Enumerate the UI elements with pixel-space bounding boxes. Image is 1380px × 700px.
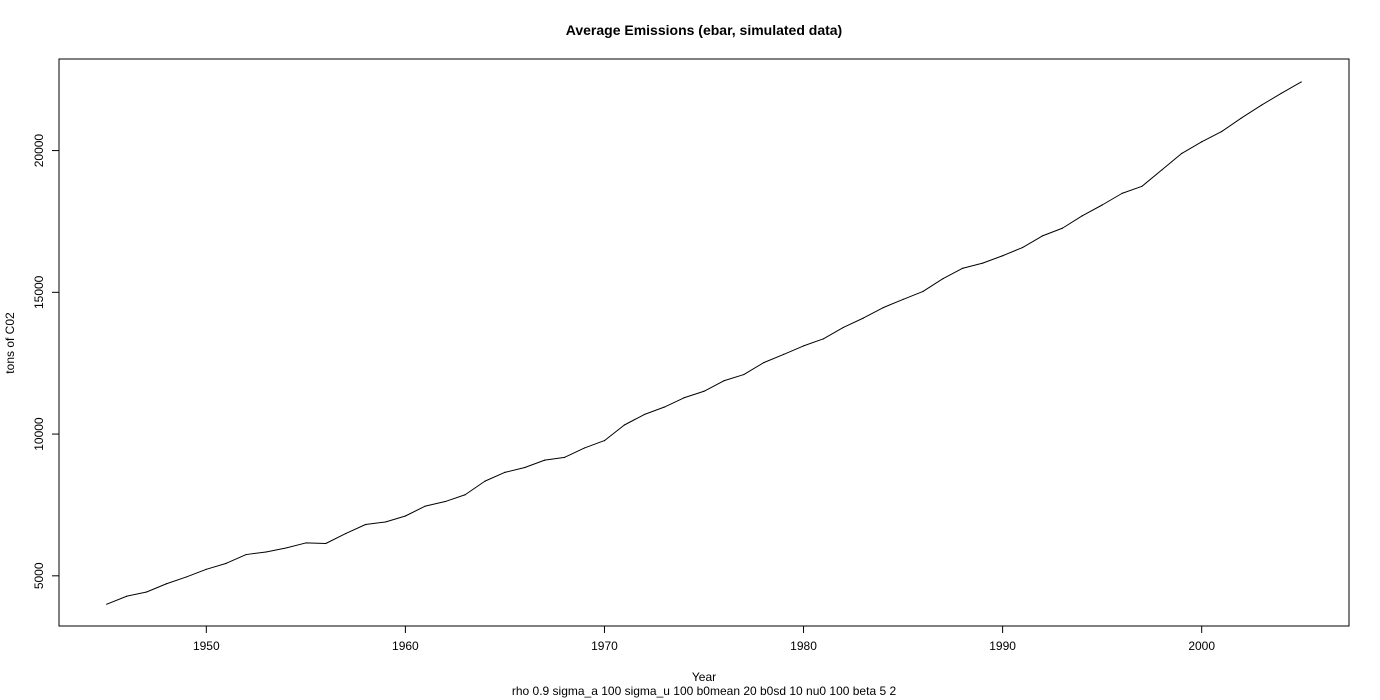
chart-title: Average Emissions (ebar, simulated data)	[566, 22, 842, 38]
x-tick-label: 1960	[392, 639, 419, 653]
x-tick-label: 1980	[790, 639, 817, 653]
data-point	[185, 576, 188, 578]
data-point	[384, 521, 387, 523]
x-axis: 1950 1960 1970 1980 1990 2000	[193, 625, 1215, 653]
data-point	[345, 532, 347, 535]
data-point	[1300, 81, 1302, 83]
x-tick-label: 1970	[591, 639, 618, 653]
data-point	[126, 595, 128, 597]
x-tick-label: 1990	[989, 639, 1016, 653]
data-point	[1021, 246, 1024, 249]
data-point	[205, 568, 207, 570]
data-point	[106, 603, 108, 605]
chart-subtitle: rho 0.9 sigma_a 100 sigma_u 100 b0mean 2…	[512, 684, 897, 698]
data-point	[743, 373, 745, 376]
data-point	[1002, 255, 1004, 257]
data-point	[564, 456, 566, 458]
data-point	[364, 523, 367, 526]
data-point	[1041, 235, 1044, 237]
y-tick-label: 10000	[32, 417, 46, 451]
data-point	[484, 480, 486, 482]
data-point	[1061, 227, 1063, 229]
data-point	[783, 353, 785, 356]
data-point	[822, 338, 825, 340]
data-point	[902, 298, 904, 301]
data-point	[1121, 192, 1123, 194]
data-point	[982, 262, 984, 264]
y-axis-label: tons of C02	[3, 312, 17, 374]
data-point	[464, 494, 466, 496]
data-point	[325, 542, 327, 545]
data-point	[962, 267, 964, 269]
data-point	[145, 591, 148, 593]
data-point	[1181, 152, 1183, 155]
data-point	[1220, 130, 1223, 133]
data-point	[165, 583, 168, 585]
data-point	[404, 515, 406, 517]
data-point	[1161, 169, 1163, 171]
y-tick-label: 15000	[32, 275, 46, 309]
data-point	[1280, 92, 1282, 94]
x-tick-label: 1950	[193, 639, 220, 653]
data-point	[723, 380, 725, 382]
data-point	[763, 362, 765, 364]
data-point	[544, 459, 546, 461]
data-point	[424, 505, 426, 507]
data-point	[285, 547, 287, 549]
data-point	[882, 307, 884, 309]
data-point	[703, 390, 705, 392]
plot-frame	[58, 58, 1350, 627]
data-point	[942, 278, 944, 280]
y-axis: 5000 10000 15000 20000	[32, 134, 60, 589]
data-point	[1141, 185, 1143, 187]
series-layer	[106, 81, 1302, 605]
x-tick-label: 2000	[1188, 639, 1215, 653]
data-point	[444, 500, 446, 503]
data-point	[1240, 117, 1243, 119]
data-point	[663, 406, 665, 408]
data-point	[1260, 104, 1263, 106]
data-point	[305, 542, 307, 544]
data-point	[524, 466, 526, 469]
data-point	[225, 562, 227, 564]
data-point	[1201, 141, 1203, 143]
data-point	[683, 397, 685, 399]
data-point	[1101, 204, 1103, 206]
y-tick-label: 20000	[32, 134, 46, 168]
data-point	[245, 553, 247, 556]
data-point	[922, 290, 924, 293]
x-axis-label: Year	[692, 670, 716, 684]
data-point	[802, 345, 805, 347]
data-point	[1081, 215, 1083, 217]
data-point	[643, 413, 645, 416]
series-line	[106, 81, 1302, 605]
data-point	[504, 471, 506, 473]
y-tick-label: 5000	[32, 562, 46, 589]
data-point	[862, 317, 864, 319]
data-point	[603, 439, 606, 442]
data-point	[583, 447, 586, 449]
data-point	[265, 551, 267, 553]
data-point	[623, 424, 625, 426]
data-point	[842, 326, 844, 329]
